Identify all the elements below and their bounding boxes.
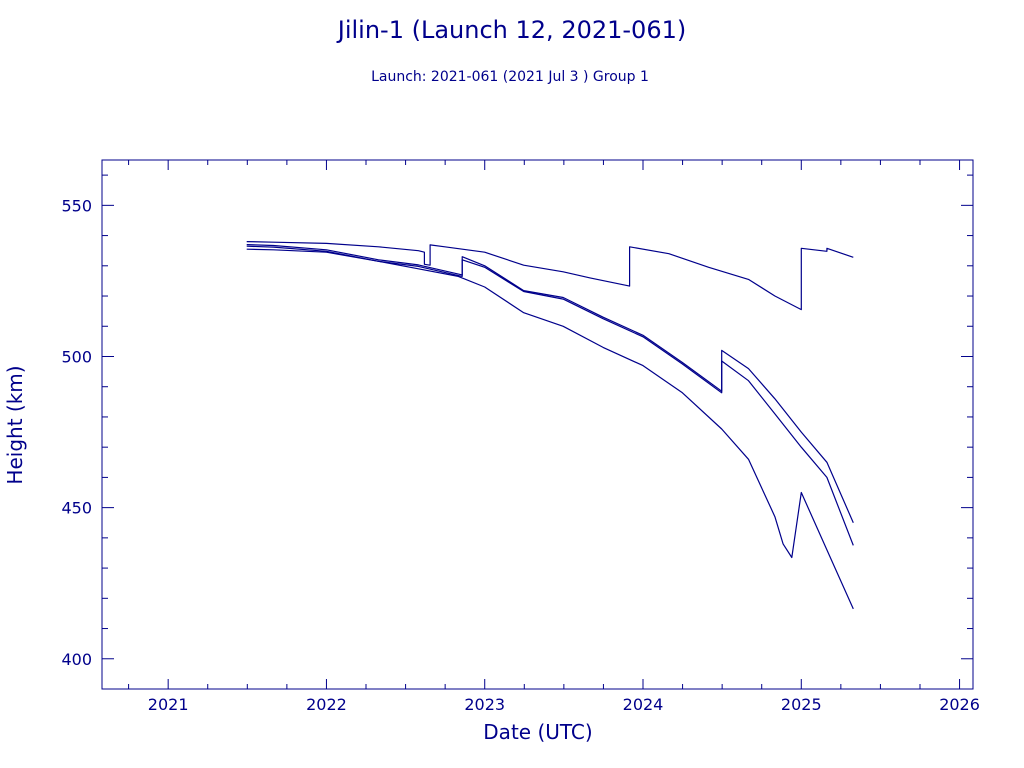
series-layer [246,241,854,610]
x-tick-label: 2023 [464,695,505,714]
x-tick-label: 2024 [623,695,664,714]
y-tick-label: 550 [61,196,92,215]
chart-title: Jilin-1 (Launch 12, 2021-061) [336,16,686,44]
series-line-3 [246,245,854,546]
y-tick-label: 400 [61,650,92,669]
y-axis-label: Height (km) [3,365,27,484]
series-line-1 [246,241,854,311]
minor-ticks [102,160,973,690]
y-tick-label: 500 [61,347,92,366]
x-tick-label: 2025 [781,695,822,714]
series-line-2 [246,244,854,523]
x-tick-label: 2021 [148,695,189,714]
y-axis: 400 450 500 550 [61,196,973,669]
chart-subtitle: Launch: 2021-061 (2021 Jul 3 ) Group 1 [371,69,649,85]
x-axis-label: Date (UTC) [483,720,592,744]
x-tick-label: 2026 [939,695,980,714]
x-tick-label: 2022 [306,695,347,714]
plot-frame [101,159,974,690]
series-line-4 [246,248,854,610]
y-tick-label: 450 [61,499,92,518]
x-axis: 2021 2022 2023 2024 2025 2026 [148,160,980,714]
